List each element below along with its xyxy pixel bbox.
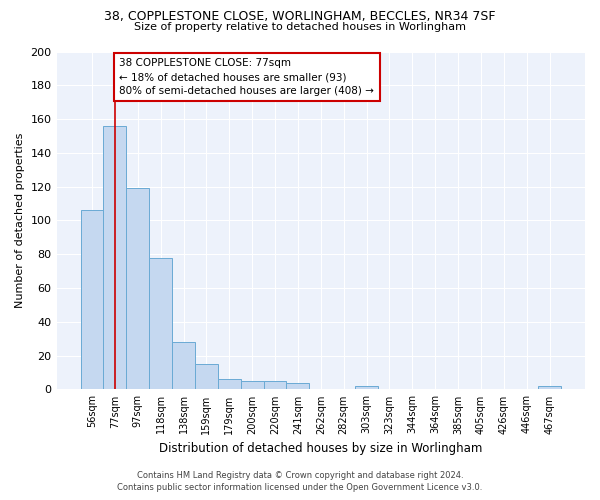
Bar <box>127 188 149 390</box>
Text: 38, COPPLESTONE CLOSE, WORLINGHAM, BECCLES, NR34 7SF: 38, COPPLESTONE CLOSE, WORLINGHAM, BECCL… <box>104 10 496 23</box>
Bar <box>103 126 127 390</box>
Text: Contains HM Land Registry data © Crown copyright and database right 2024.
Contai: Contains HM Land Registry data © Crown c… <box>118 471 482 492</box>
Y-axis label: Number of detached properties: Number of detached properties <box>15 133 25 308</box>
Bar <box>80 210 103 390</box>
X-axis label: Distribution of detached houses by size in Worlingham: Distribution of detached houses by size … <box>159 442 482 455</box>
Bar <box>218 380 241 390</box>
Text: 38 COPPLESTONE CLOSE: 77sqm
← 18% of detached houses are smaller (93)
80% of sem: 38 COPPLESTONE CLOSE: 77sqm ← 18% of det… <box>119 58 374 96</box>
Bar <box>538 386 561 390</box>
Text: Size of property relative to detached houses in Worlingham: Size of property relative to detached ho… <box>134 22 466 32</box>
Bar <box>241 381 263 390</box>
Bar <box>195 364 218 390</box>
Bar <box>172 342 195 390</box>
Bar <box>355 386 378 390</box>
Bar <box>286 382 310 390</box>
Bar <box>263 381 286 390</box>
Bar <box>149 258 172 390</box>
